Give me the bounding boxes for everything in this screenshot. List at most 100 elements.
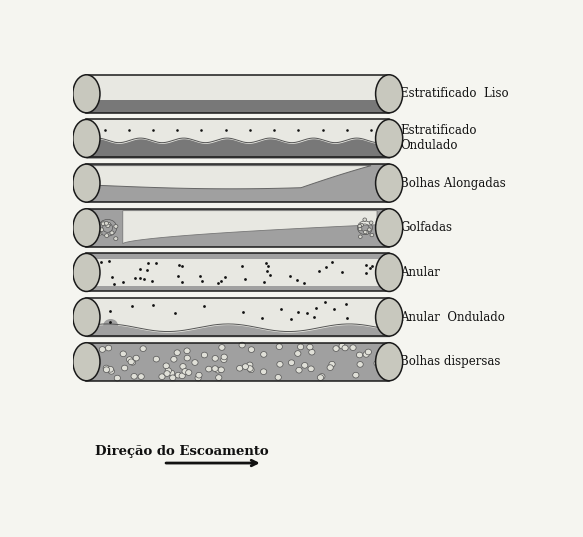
- Point: [214, 279, 223, 287]
- Point: [198, 277, 207, 285]
- Circle shape: [99, 346, 106, 352]
- Circle shape: [329, 361, 335, 367]
- Circle shape: [101, 222, 106, 226]
- Circle shape: [138, 374, 144, 380]
- Point: [143, 266, 152, 274]
- Circle shape: [247, 366, 253, 372]
- Circle shape: [289, 360, 294, 366]
- Bar: [86, 164, 389, 202]
- Circle shape: [296, 367, 302, 373]
- Ellipse shape: [375, 75, 403, 113]
- Circle shape: [342, 345, 348, 351]
- Text: Bolhas Alongadas: Bolhas Alongadas: [401, 177, 506, 190]
- Point: [200, 302, 209, 310]
- Circle shape: [243, 364, 248, 369]
- Circle shape: [103, 319, 118, 333]
- Bar: [86, 253, 389, 292]
- Text: Anular: Anular: [401, 266, 440, 279]
- Ellipse shape: [73, 298, 100, 336]
- Point: [97, 257, 106, 266]
- Circle shape: [363, 218, 367, 221]
- Point: [240, 275, 250, 284]
- Bar: [86, 343, 389, 381]
- Circle shape: [363, 352, 369, 357]
- Point: [104, 257, 113, 266]
- Circle shape: [114, 237, 118, 241]
- Point: [264, 262, 273, 271]
- Circle shape: [98, 231, 102, 235]
- Text: Estratificado  Liso: Estratificado Liso: [401, 88, 509, 100]
- Point: [195, 271, 205, 280]
- Polygon shape: [123, 211, 377, 244]
- Point: [262, 267, 271, 275]
- Point: [173, 126, 182, 134]
- Circle shape: [206, 366, 212, 372]
- Point: [328, 258, 337, 267]
- Circle shape: [179, 373, 185, 379]
- Point: [100, 126, 109, 134]
- Point: [366, 264, 375, 272]
- Point: [174, 272, 183, 281]
- Bar: [86, 259, 389, 286]
- Ellipse shape: [375, 253, 403, 292]
- Circle shape: [184, 355, 191, 361]
- Circle shape: [159, 374, 165, 380]
- Point: [177, 278, 187, 286]
- Point: [277, 305, 286, 314]
- Point: [139, 275, 149, 284]
- Point: [320, 298, 329, 307]
- Circle shape: [185, 369, 192, 375]
- Circle shape: [333, 346, 339, 351]
- Circle shape: [356, 352, 363, 358]
- Point: [303, 308, 312, 317]
- Ellipse shape: [73, 343, 100, 381]
- Circle shape: [297, 344, 304, 350]
- Circle shape: [131, 373, 137, 379]
- Point: [106, 317, 115, 326]
- Bar: [86, 209, 389, 247]
- Point: [149, 300, 158, 309]
- Point: [367, 262, 376, 271]
- Text: Direção do Escoamento: Direção do Escoamento: [96, 445, 269, 458]
- Point: [309, 313, 318, 322]
- Point: [237, 261, 247, 270]
- Ellipse shape: [375, 164, 403, 202]
- Point: [258, 314, 267, 322]
- Point: [269, 126, 279, 134]
- Point: [341, 300, 350, 309]
- Circle shape: [168, 370, 175, 376]
- Point: [143, 258, 152, 267]
- Circle shape: [308, 366, 314, 372]
- Point: [216, 277, 226, 286]
- Circle shape: [182, 368, 188, 374]
- Circle shape: [360, 223, 363, 227]
- Circle shape: [128, 359, 134, 365]
- Point: [147, 277, 157, 285]
- Bar: [86, 298, 389, 336]
- Bar: [86, 119, 389, 157]
- Point: [151, 259, 160, 268]
- Circle shape: [216, 375, 222, 380]
- Point: [286, 315, 296, 323]
- Circle shape: [261, 352, 267, 357]
- Circle shape: [108, 368, 114, 374]
- Ellipse shape: [73, 209, 100, 247]
- Text: Anular  Ondulado: Anular Ondulado: [401, 310, 505, 324]
- Point: [293, 308, 303, 316]
- Circle shape: [129, 359, 136, 365]
- Circle shape: [369, 221, 373, 224]
- Circle shape: [248, 367, 254, 373]
- Point: [318, 126, 327, 134]
- Circle shape: [180, 364, 186, 369]
- Circle shape: [218, 367, 224, 373]
- Circle shape: [114, 375, 121, 381]
- Ellipse shape: [375, 343, 403, 381]
- Bar: [86, 164, 389, 202]
- Ellipse shape: [375, 209, 403, 247]
- Circle shape: [174, 350, 180, 355]
- Circle shape: [365, 349, 371, 355]
- Circle shape: [165, 368, 171, 373]
- Bar: [86, 298, 389, 328]
- Circle shape: [153, 356, 160, 362]
- Circle shape: [358, 227, 362, 231]
